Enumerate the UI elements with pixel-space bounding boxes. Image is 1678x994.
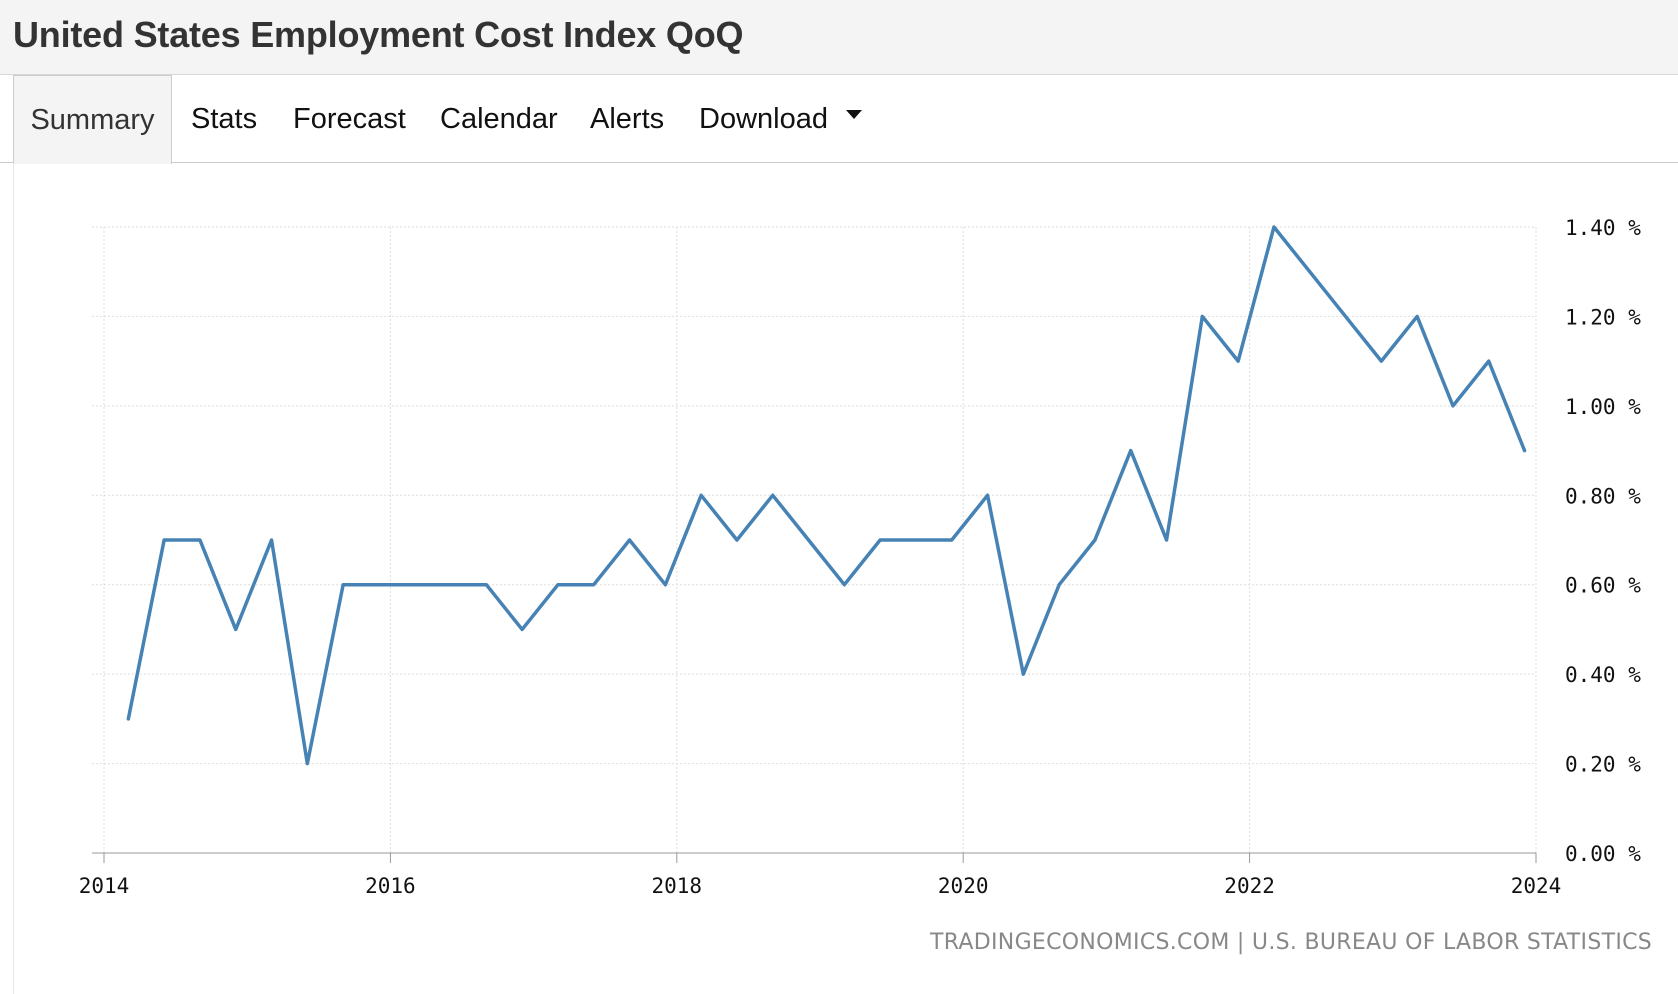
data-point[interactable] bbox=[1199, 313, 1205, 319]
page-title: United States Employment Cost Index QoQ bbox=[13, 14, 744, 55]
series-line bbox=[126, 225, 1527, 766]
chart: 0.00 % 0.20 % 0.40 % 0.60 % 0.80 % 1.00 % 1.20… bbox=[79, 216, 1642, 898]
tab-stats[interactable]: Stats bbox=[191, 103, 258, 135]
data-point[interactable] bbox=[1056, 582, 1062, 588]
data-point[interactable] bbox=[161, 537, 167, 543]
data-point[interactable] bbox=[1522, 448, 1528, 454]
y-tick-label: 0.20 % bbox=[1565, 753, 1641, 777]
data-point[interactable] bbox=[376, 582, 382, 588]
data-point[interactable] bbox=[1414, 313, 1420, 319]
x-tick-label: 2022 bbox=[1224, 874, 1275, 898]
data-point[interactable] bbox=[1450, 403, 1456, 409]
data-point[interactable] bbox=[1235, 358, 1241, 364]
data-point[interactable] bbox=[841, 582, 847, 588]
data-point[interactable] bbox=[949, 537, 955, 543]
data-point[interactable] bbox=[877, 537, 883, 543]
data-point[interactable] bbox=[806, 537, 812, 543]
tab-summary[interactable]: Summary bbox=[13, 75, 172, 164]
y-axis: 0.00 % 0.20 % 0.40 % 0.60 % 0.80 % 1.00 % 1.20… bbox=[1565, 216, 1641, 866]
y-tick-label: 1.00 % bbox=[1565, 395, 1641, 419]
y-tick-label: 0.60 % bbox=[1565, 574, 1641, 598]
data-point[interactable] bbox=[125, 716, 131, 722]
caret-down-icon bbox=[845, 109, 862, 119]
x-axis bbox=[92, 852, 1537, 863]
data-point[interactable] bbox=[627, 537, 633, 543]
data-point[interactable] bbox=[233, 626, 239, 632]
data-point[interactable] bbox=[340, 582, 346, 588]
x-tick-label: 2014 bbox=[79, 874, 130, 898]
x-axis-labels: 2014 2016 2018 2020 2022 2024 bbox=[79, 874, 1562, 898]
x-tick-label: 2020 bbox=[938, 874, 989, 898]
data-point[interactable] bbox=[448, 582, 454, 588]
data-point[interactable] bbox=[1378, 358, 1384, 364]
y-tick-label: 0.00 % bbox=[1565, 842, 1641, 866]
y-tick-label: 0.80 % bbox=[1565, 484, 1641, 508]
data-point[interactable] bbox=[555, 582, 561, 588]
data-point[interactable] bbox=[662, 582, 668, 588]
tab-alerts[interactable]: Alerts bbox=[590, 103, 665, 135]
data-point[interactable] bbox=[1092, 537, 1098, 543]
series-layer bbox=[125, 224, 1528, 767]
data-point[interactable] bbox=[269, 537, 275, 543]
page-header: United States Employment Cost Index QoQ bbox=[0, 0, 1678, 75]
tab-download[interactable]: Download bbox=[699, 75, 862, 163]
data-point[interactable] bbox=[1271, 224, 1277, 230]
source-credit: TRADINGECONOMICS.COM | U.S. BUREAU OF LA… bbox=[930, 930, 1653, 955]
x-tick-label: 2024 bbox=[1511, 874, 1562, 898]
tab-calendar[interactable]: Calendar bbox=[440, 103, 558, 135]
y-tick-label: 1.20 % bbox=[1565, 305, 1641, 329]
data-point[interactable] bbox=[1128, 448, 1134, 454]
data-point[interactable] bbox=[197, 537, 203, 543]
data-point[interactable] bbox=[591, 582, 597, 588]
data-point[interactable] bbox=[304, 761, 310, 767]
panel-left-border bbox=[13, 163, 14, 994]
data-point[interactable] bbox=[985, 492, 991, 498]
data-point[interactable] bbox=[1164, 537, 1170, 543]
data-point[interactable] bbox=[483, 582, 489, 588]
data-point[interactable] bbox=[770, 492, 776, 498]
tab-forecast[interactable]: Forecast bbox=[293, 103, 406, 135]
x-tick-label: 2016 bbox=[365, 874, 416, 898]
data-point[interactable] bbox=[1020, 671, 1026, 677]
x-tick-label: 2018 bbox=[652, 874, 703, 898]
y-tick-label: 1.40 % bbox=[1565, 216, 1641, 240]
y-tick-label: 0.40 % bbox=[1565, 663, 1641, 687]
data-point[interactable] bbox=[519, 626, 525, 632]
data-point[interactable] bbox=[1343, 313, 1349, 319]
data-point[interactable] bbox=[412, 582, 418, 588]
grid bbox=[92, 226, 1537, 853]
data-point[interactable] bbox=[1486, 358, 1492, 364]
data-point[interactable] bbox=[698, 492, 704, 498]
tab-download-label: Download bbox=[699, 103, 828, 135]
data-point[interactable] bbox=[913, 537, 919, 543]
data-point[interactable] bbox=[1307, 269, 1313, 275]
data-point[interactable] bbox=[734, 537, 740, 543]
tab-bar: Summary Stats Forecast Calendar Alerts D… bbox=[0, 75, 1678, 164]
